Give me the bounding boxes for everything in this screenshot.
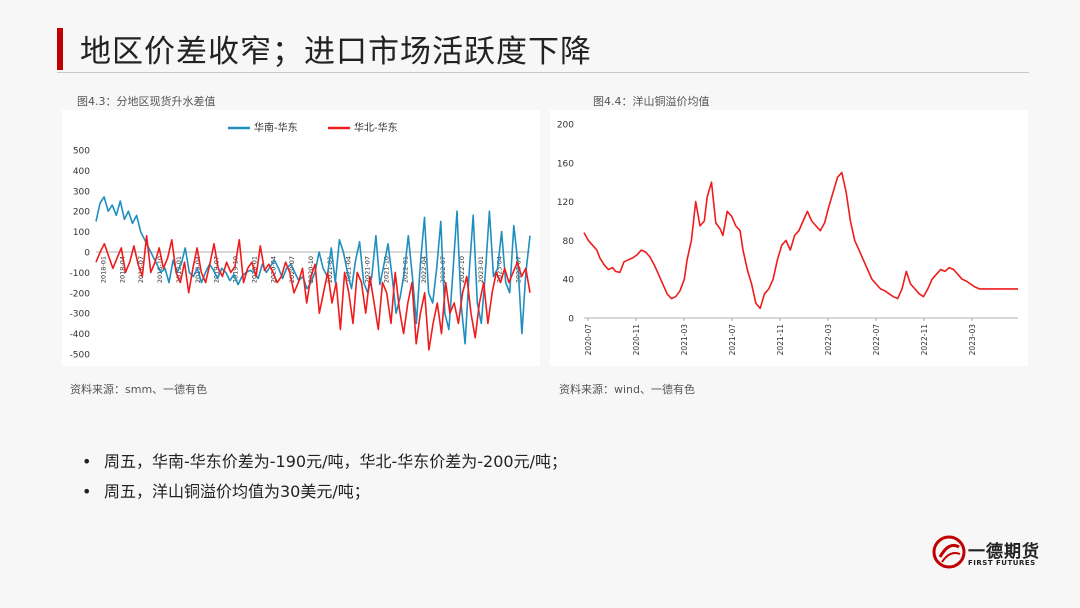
y-tick-label: -100 [70,269,91,279]
title-divider [57,72,1029,73]
x-tick-label: 2018-01 [99,256,107,283]
series-line-1 [95,196,531,345]
series-line-2 [95,234,531,351]
x-tick-label: 2023-01 [477,256,485,283]
x-tick-label: 2019-07 [213,256,221,283]
x-tick-label: 2021-03 [680,324,689,356]
x-tick-label: 2019-10 [232,256,240,283]
x-tick-label: 2022-07 [872,324,881,356]
chart1-panel: 500 400 300 200 100 0 -100 -200 -300 -400 -500 2018… [62,110,540,366]
chart2-svg: 0 40 80 120 160 200 2020-07 2020-11 2021-03 2021-… [557,121,1018,356]
chart2-panel: 0 40 80 120 160 200 2020-07 2020-11 2021-03 2021-… [550,110,1028,366]
page-title: 地区价差收窄；进口市场活跃度下降 [80,34,592,70]
y-tick-label: -400 [70,330,91,340]
x-tick-label: 2021-07 [364,256,372,283]
y-tick-label: -300 [70,310,91,320]
x-tick-label: 2018-04 [118,256,126,283]
y-tick-label: 40 [563,276,575,286]
y-tick-label: 0 [568,315,574,325]
figure2-source: 资料来源：wind、一德有色 [559,383,696,396]
figure2-caption: 图4.4：洋山铜溢价均值 [593,95,710,108]
x-tick-label: 2022-03 [824,324,833,356]
company-logo: 一德期货 FIRST FUTURES [932,535,1052,571]
y-tick-label: 200 [73,208,90,218]
y-tick-label: 80 [563,237,575,247]
x-tick-label: 2020-04 [269,256,277,283]
series-line-1 [583,171,1018,310]
x-tick-label: 2020-11 [632,324,641,356]
y-tick-label: 120 [557,198,574,208]
x-tick-label: 2021-04 [345,256,353,283]
x-tick-label: 2022-10 [458,256,466,283]
bullet-dot-icon: • [82,482,92,501]
x-tick-label: 2020-07 [584,324,593,356]
x-tick-label: 2022-11 [920,324,929,356]
bullet-text: 周五，洋山铜溢价均值为30美元/吨； [104,482,370,501]
bullet-item: • 周五，华南-华东价差为-190元/吨，华北-华东价差为-200元/吨； [82,448,567,478]
bullet-text: 周五，华南-华东价差为-190元/吨，华北-华东价差为-200元/吨； [104,452,567,471]
y-tick-label: -500 [70,351,91,361]
figure1-caption: 图4.3：分地区现货升水差值 [77,95,216,108]
x-tick-label: 2023-03 [968,324,977,356]
legend-label-2: 华北-华东 [354,121,398,134]
legend-label-1: 华南-华东 [254,121,298,134]
bullet-list: • 周五，华南-华东价差为-190元/吨，华北-华东价差为-200元/吨； • 周五… [82,448,567,508]
y-tick-label: 200 [557,121,574,131]
y-tick-label: 400 [73,167,90,177]
x-tick-label: 2023-04 [496,256,504,283]
x-tick-label: 2021-11 [776,324,785,356]
y-tick-label: 0 [84,249,90,259]
y-tick-label: 500 [73,147,90,157]
x-tick-label: 2020-10 [307,256,315,283]
y-tick-label: 300 [73,187,90,197]
chart1-svg: 500 400 300 200 100 0 -100 -200 -300 -400 -500 2018… [70,121,531,361]
bullet-item: • 周五，洋山铜溢价均值为30美元/吨； [82,478,567,508]
title-accent-bar [57,28,63,70]
logo-subtitle: FIRST FUTURES [968,559,1036,567]
y-tick-label: 160 [557,159,574,169]
x-tick-label: 2022-04 [420,256,428,283]
x-tick-label: 2020-07 [288,256,296,283]
y-tick-label: -200 [70,289,91,299]
logo-name: 一德期货 [968,542,1040,562]
x-tick-label: 2018-07 [137,256,145,283]
x-tick-label: 2021-01 [326,256,334,283]
x-tick-label: 2021-07 [728,324,737,356]
y-tick-label: 100 [73,228,90,238]
x-tick-label: 2021-10 [382,256,390,283]
figure1-source: 资料来源：smm、一德有色 [70,383,208,396]
logo-mark-icon [932,535,966,569]
bullet-dot-icon: • [82,452,92,471]
